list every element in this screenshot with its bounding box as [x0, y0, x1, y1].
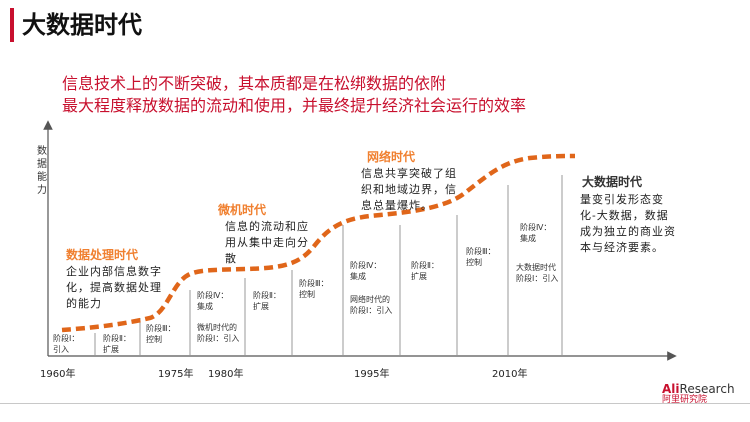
stage-label: 阶段Ⅲ： 控制: [146, 324, 176, 344]
aliresearch-logo: AliResearch 阿里研究院: [662, 382, 735, 405]
stage-label: 阶段Ⅲ： 控制: [299, 279, 329, 299]
era-label-pc: 微机时代: [218, 203, 267, 217]
era-desc-pc: 信息的流动和应用从集中走向分散: [225, 220, 309, 265]
stage-dividers: [94, 175, 563, 355]
stage-label: 微机时代的 阶段Ⅰ：引入: [197, 323, 240, 343]
stage-label: 阶段Ⅱ： 扩展: [103, 334, 131, 354]
stage-label: 网络时代的 阶段Ⅰ：引入: [350, 295, 393, 315]
year-label: 1980年: [208, 369, 244, 380]
stage-label: 阶段Ⅱ： 扩展: [253, 291, 281, 311]
stage-label: 大数据时代 阶段Ⅰ：引入: [516, 263, 559, 283]
stage-label: 阶段Ⅳ： 集成: [350, 261, 382, 281]
year-label: 2010年: [492, 369, 528, 380]
growth-curve: [61, 153, 576, 333]
era-label-big-data: 大数据时代: [582, 175, 643, 189]
page-title: 大数据时代: [22, 11, 142, 39]
era-label-network: 网络时代: [367, 150, 416, 164]
subtitle-line-2: 最大程度释放数据的流动和使用，并最终提升经济社会运行的效率: [62, 96, 527, 115]
stage-label: 阶段Ⅳ： 集成: [520, 223, 552, 243]
year-label: 1995年: [354, 369, 390, 380]
year-label: 1960年: [40, 369, 76, 380]
stage-label: 阶段Ⅲ： 控制: [466, 247, 496, 267]
era-desc-big-data: 量变引发形态变化-大数据，数据成为独立的商业资本与经济要素。: [580, 193, 676, 254]
subtitle-line-1: 信息技术上的不断突破，其本质都是在松绑数据的依附: [62, 74, 447, 93]
title-accent-bar: [10, 8, 14, 42]
era-desc-data-processing: 企业内部信息数字化，提高数据处理的能力: [66, 265, 162, 310]
stage-label: 阶段Ⅱ： 扩展: [411, 261, 439, 281]
stage-label: 阶段Ⅳ： 集成: [197, 291, 229, 311]
era-desc-network: 信息共享突破了组织和地域边界，信息总量爆炸。: [361, 167, 457, 212]
footer-divider: [0, 403, 750, 404]
stage-label: 阶段Ⅰ： 引入: [53, 334, 80, 354]
y-axis-label: 数据能力: [37, 146, 47, 196]
era-label-data-processing: 数据处理时代: [66, 248, 139, 262]
year-label: 1975年: [158, 369, 194, 380]
